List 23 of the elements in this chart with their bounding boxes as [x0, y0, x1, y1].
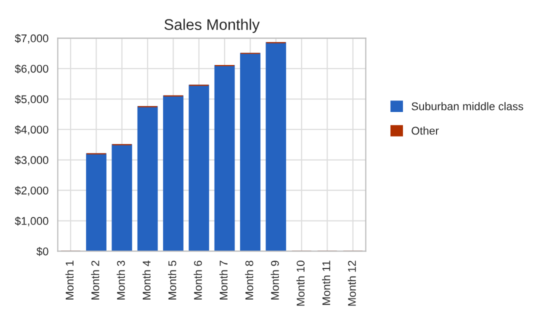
x-tick-label: Month 4 — [142, 260, 151, 300]
legend-label: Suburban middle class — [412, 102, 524, 110]
x-tick-label: Month 6 — [194, 260, 202, 300]
x-tick-label: Month 1 — [65, 260, 74, 300]
y-tick-label: $0 — [36, 247, 48, 256]
x-tick-label: Month 9 — [270, 260, 279, 300]
y-tick-label: $7,000 — [14, 34, 48, 44]
legend-label: Other — [412, 126, 439, 135]
x-tick-label: Month 5 — [168, 260, 176, 300]
x-tick-label: Month 3 — [116, 260, 125, 300]
y-tick-label: $5,000 — [14, 94, 48, 104]
x-tick-label: Month 8 — [245, 260, 254, 300]
x-tick-label: Month 11 — [322, 260, 330, 305]
x-tick-label: Month 10 — [296, 260, 305, 306]
y-tick-label: $2,000 — [14, 186, 48, 196]
y-tick-label: $4,000 — [14, 125, 48, 135]
y-tick-label: $3,000 — [14, 156, 48, 166]
x-tick-label: Month 7 — [219, 260, 228, 300]
chart-title: Sales Monthly — [164, 18, 260, 33]
y-tick-label: $6,000 — [14, 64, 48, 74]
x-tick-label: Month 12 — [348, 260, 356, 306]
x-tick-label: Month 2 — [91, 260, 100, 300]
y-tick-label: $1,000 — [14, 216, 48, 226]
